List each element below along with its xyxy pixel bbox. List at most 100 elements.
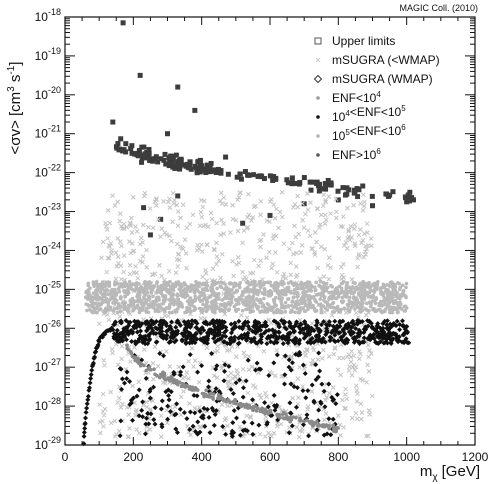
series-1-point-70	[362, 199, 367, 205]
series-2-point-744	[292, 291, 297, 296]
series-1-point-797	[353, 310, 359, 316]
series-1-point-486	[250, 270, 256, 276]
series-1-point-131-stroke-b	[104, 227, 110, 232]
series-2-point-1248	[162, 287, 166, 291]
series-3-point-674	[302, 321, 308, 327]
series-1-point-483	[133, 224, 138, 229]
series-2-point-1341	[210, 289, 214, 294]
series-1-point-681	[365, 242, 371, 248]
series-1-point-850-stroke-b	[256, 263, 261, 269]
series-2-point-1345	[359, 281, 363, 286]
series-2-point-680	[286, 281, 291, 285]
series-0-point-90	[289, 180, 295, 186]
series-2-point-1371	[209, 300, 214, 304]
series-1-point-826-stroke-b	[162, 313, 168, 319]
series-1-point-765-stroke-b	[336, 236, 342, 241]
series-1-point-704	[164, 407, 169, 413]
series-3-point-503	[185, 319, 191, 325]
series-1-point-220-stroke-b	[263, 418, 268, 424]
series-1-point-570	[214, 375, 220, 380]
series-1-point-846-stroke-b	[331, 351, 337, 357]
series-1-point-2	[110, 350, 115, 356]
series-2-point-858	[89, 295, 94, 299]
series-3-point-577	[150, 328, 156, 334]
series-3-point-484	[355, 318, 361, 324]
series-2-point-1315	[203, 296, 207, 301]
series-1-point-727-stroke-b	[152, 199, 158, 204]
series-1-point-83	[360, 238, 366, 243]
series-1-point-357-stroke-b	[175, 264, 181, 269]
series-1-point-576	[218, 190, 224, 196]
series-1-point-498	[241, 350, 247, 356]
series-3-point-605	[256, 320, 262, 326]
series-2-point-1246	[359, 308, 364, 313]
series-1-point-721-stroke-b	[105, 255, 111, 261]
series-0-point-94	[316, 188, 322, 194]
series-1-point-46-stroke-b	[219, 251, 225, 257]
series-1-point-583-stroke-b	[108, 389, 114, 395]
series-1-point-387-stroke-b	[183, 251, 189, 256]
series-2-point-1192	[204, 300, 209, 305]
series-1-point-372	[358, 351, 363, 357]
series-0-point-119	[245, 172, 251, 178]
series-1-point-710	[223, 201, 229, 207]
series-1-point-607-stroke-b	[311, 347, 317, 353]
series-3-point-618	[205, 336, 211, 342]
series-2-point-1194	[324, 288, 329, 293]
series-2-point-1234	[366, 294, 371, 299]
series-2-point-117	[149, 291, 154, 295]
series-2-point-1262	[339, 307, 344, 312]
series-1-point-292	[129, 230, 135, 235]
series-1-point-415-stroke-b	[292, 201, 298, 207]
series-2-point-686	[299, 286, 304, 290]
series-1-point-14	[214, 254, 220, 259]
series-2-point-545	[98, 290, 103, 295]
series-1-point-690	[119, 356, 124, 362]
series-2-point-1188	[203, 288, 208, 292]
series-0-point-54	[407, 198, 413, 204]
series-2-point-1318	[280, 282, 284, 287]
series-1-point-64-stroke-b	[117, 218, 123, 224]
series-1-point-525	[240, 366, 246, 372]
series-1-point-657-stroke-b	[111, 310, 117, 316]
series-1-point-875	[124, 224, 130, 230]
series-1-point-646	[305, 228, 311, 234]
series-2-point-1024	[299, 297, 303, 302]
series-2-point-1277	[301, 306, 305, 310]
series-0-point-183	[207, 167, 213, 173]
series-2-point-1187	[273, 281, 277, 285]
series-2-point-1353	[353, 286, 357, 290]
series-1-point-854	[121, 253, 127, 258]
series-2-point-840	[319, 294, 324, 298]
series-1-point-329	[115, 362, 121, 368]
series-1-point-4-stroke-b	[251, 257, 257, 263]
series-1-point-841-stroke-b	[358, 227, 363, 232]
series-2-point-110	[356, 291, 361, 295]
series-1-point-266-stroke-b	[305, 207, 311, 213]
series-2-point-669	[402, 304, 406, 309]
series-2-point-1374	[257, 280, 262, 284]
series-0-point-26	[136, 148, 142, 154]
series-2-point-3	[348, 295, 352, 300]
series-3-point-444	[403, 336, 409, 342]
series-1-point-438-stroke-b	[137, 241, 143, 247]
series-1-point-678	[231, 273, 237, 279]
series-1-point-598-stroke-b	[341, 261, 346, 267]
series-1-point-855	[305, 407, 310, 412]
series-1-point-521-stroke-b	[348, 224, 354, 229]
series-1-point-757-stroke-b	[323, 411, 329, 416]
series-1-point-635	[365, 230, 370, 236]
series-1-point-378-stroke-b	[203, 222, 208, 228]
series-0-point-114	[383, 191, 389, 197]
series-3-point-642	[311, 328, 317, 334]
series-1-point-810-stroke-b	[150, 225, 156, 231]
series-2-point-834	[396, 305, 401, 310]
series-1-point-636	[227, 347, 232, 353]
series-1-point-94-stroke-b	[127, 426, 132, 431]
series-1-point-72-stroke-b	[299, 243, 305, 248]
series-1-point-277	[180, 202, 186, 208]
series-1-point-516-stroke-b	[300, 384, 305, 389]
series-1-point-756-stroke-b	[360, 322, 366, 328]
series-2-point-807	[309, 283, 313, 288]
series-3-point-634	[231, 337, 237, 343]
